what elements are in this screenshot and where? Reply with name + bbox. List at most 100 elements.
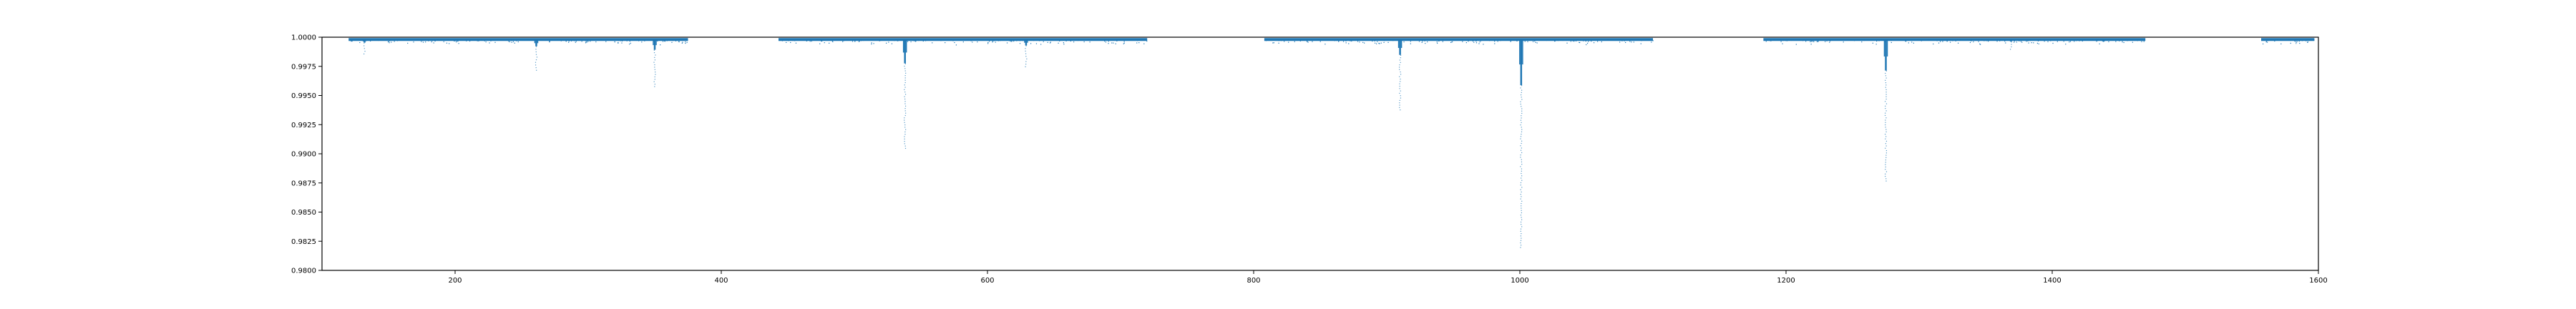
data-point	[1092, 39, 1093, 41]
y-tick-label: 0.9950	[291, 92, 316, 100]
data-point	[1580, 39, 1581, 41]
data-point	[538, 39, 540, 41]
transit-point	[1521, 210, 1522, 211]
data-point	[1362, 41, 1364, 43]
data-point	[573, 40, 575, 41]
data-point	[585, 40, 587, 41]
data-point	[800, 39, 801, 41]
transit-point	[2296, 41, 2297, 44]
data-point	[682, 41, 683, 43]
data-point	[1375, 39, 1376, 41]
data-point	[1566, 42, 1568, 44]
transit-point	[1025, 53, 1027, 54]
data-point	[1104, 39, 1106, 41]
data-point	[1475, 42, 1478, 44]
data-point	[1881, 39, 1883, 41]
transit-point	[904, 143, 905, 144]
data-point	[2290, 42, 2291, 44]
data-point	[1938, 42, 1940, 44]
data-point	[447, 39, 449, 41]
transit-point	[905, 129, 907, 130]
data-point	[389, 42, 390, 44]
data-point	[1063, 42, 1064, 44]
data-point	[2000, 39, 2001, 41]
data-point	[378, 39, 379, 41]
transit-point	[1520, 124, 1521, 126]
data-point	[1436, 41, 1438, 43]
transit-point	[1885, 82, 1887, 84]
data-point	[621, 42, 623, 44]
data-point	[595, 41, 597, 43]
transit-point	[1885, 103, 1888, 104]
data-point	[2092, 39, 2093, 41]
data-point	[626, 39, 628, 41]
data-point	[1451, 41, 1453, 43]
data-point	[1338, 40, 1340, 41]
data-point	[1538, 39, 1541, 41]
data-point	[2097, 39, 2098, 41]
data-point	[1780, 41, 1782, 42]
data-point	[428, 40, 429, 41]
x-tick-label: 400	[714, 277, 728, 285]
data-point	[1959, 39, 1961, 41]
transit-point	[1885, 143, 1887, 144]
data-point	[1050, 41, 1051, 43]
transit-point	[1399, 88, 1400, 89]
data-point	[1332, 39, 1334, 41]
data-point	[1631, 39, 1633, 41]
data-point	[1791, 39, 1792, 41]
transit-point	[1521, 226, 1523, 227]
data-point	[1295, 39, 1297, 41]
data-point	[2266, 41, 2268, 43]
transit-point	[364, 51, 366, 52]
data-point	[2005, 42, 2006, 44]
transit-point	[1885, 84, 1887, 86]
transit-point	[1521, 108, 1523, 109]
data-point	[1526, 39, 1528, 41]
data-point	[1138, 42, 1140, 44]
data-point	[1904, 39, 1906, 41]
data-point	[886, 42, 887, 44]
transit-point	[1025, 61, 1027, 62]
data-point	[421, 40, 424, 41]
data-point	[1928, 39, 1930, 41]
data-point	[1297, 39, 1298, 41]
data-point	[1619, 39, 1621, 41]
data-point	[2299, 42, 2301, 44]
data-point	[804, 39, 806, 41]
transit-point	[1521, 152, 1523, 154]
data-point	[1583, 39, 1584, 41]
transit-point	[1521, 142, 1522, 144]
data-point	[512, 41, 514, 42]
data-point	[506, 39, 507, 41]
data-point	[1828, 39, 1830, 41]
data-point	[993, 40, 995, 41]
transit-point	[904, 68, 906, 69]
data-point	[1527, 41, 1528, 42]
data-point	[2121, 39, 2122, 41]
data-point	[514, 42, 515, 44]
data-point	[1288, 41, 1289, 43]
data-point	[843, 40, 844, 41]
data-point	[1813, 41, 1815, 42]
data-point	[425, 39, 426, 41]
transit-point	[904, 147, 907, 149]
transit-point	[1521, 140, 1523, 142]
data-point	[1476, 39, 1478, 41]
data-point	[2137, 40, 2138, 41]
data-point	[781, 40, 784, 41]
data-point	[387, 41, 389, 43]
y-tick-label: 0.9850	[291, 209, 316, 217]
transit-point	[904, 82, 906, 84]
data-point	[1651, 41, 1652, 43]
transit-point	[904, 122, 905, 123]
data-point	[809, 39, 811, 41]
data-point	[995, 41, 996, 43]
transit-point	[1885, 87, 1886, 88]
data-point	[2054, 39, 2055, 41]
data-point	[407, 42, 409, 44]
transit-point	[1521, 180, 1523, 181]
data-point	[2108, 41, 2109, 42]
data-point	[1498, 39, 1500, 41]
data-point	[431, 40, 433, 41]
